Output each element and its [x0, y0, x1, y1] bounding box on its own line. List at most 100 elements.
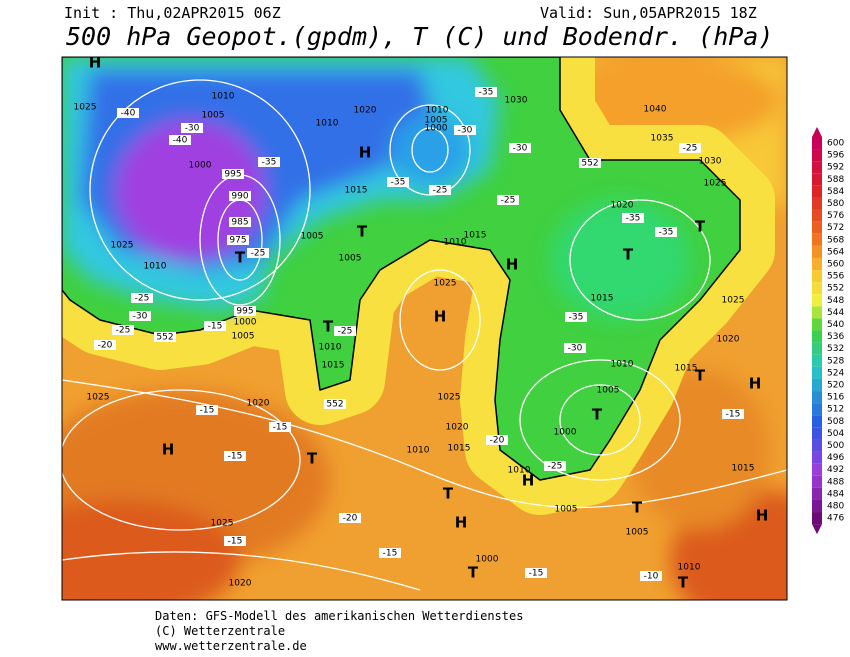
pressure-center: T	[592, 406, 603, 424]
temperature-label: -15	[228, 537, 243, 547]
temperature-label: -20	[343, 514, 358, 524]
isobar-label: 1010	[611, 360, 634, 370]
temperature-label: -35	[569, 313, 584, 323]
isobar-label: 1025	[87, 393, 110, 403]
colorbar-label: 492	[827, 465, 844, 475]
isobar-label: 1020	[354, 106, 377, 116]
colorbar-label: 580	[827, 199, 844, 209]
colorbar-label: 576	[827, 211, 844, 221]
colorbar-swatch	[812, 415, 822, 428]
label-box	[509, 143, 531, 153]
colorbar-label: 564	[827, 247, 844, 257]
pressure-center: T	[443, 485, 454, 503]
colorbar-swatch	[812, 221, 822, 234]
label-box	[379, 548, 401, 558]
label-box	[655, 227, 677, 237]
colorbar-swatch	[812, 354, 822, 367]
pressure-center: T	[623, 246, 634, 264]
label-box	[229, 217, 251, 227]
colorbar-label: 584	[827, 187, 844, 197]
label-box	[339, 513, 361, 523]
isobar-label: 1020	[229, 579, 252, 589]
temperature-label: -25	[548, 462, 563, 472]
temperature-label: -20	[98, 341, 113, 351]
colorbar-swatch	[812, 197, 822, 210]
label-box	[181, 123, 203, 133]
isobar-label: 1000	[554, 428, 577, 438]
temperature-label: 975	[229, 236, 246, 246]
colorbar-swatch	[812, 161, 822, 174]
pressure-center: T	[695, 367, 706, 385]
isobar-label: 1010	[407, 446, 430, 456]
colorbar-swatch	[812, 306, 822, 319]
temperature-label: 995	[224, 170, 241, 180]
label-box	[475, 87, 497, 97]
label-box	[227, 235, 249, 245]
colorbar-swatch	[812, 463, 822, 476]
temperature-label: -30	[458, 126, 473, 136]
isobar-label: 1015	[675, 364, 698, 374]
isobar-label: 1010	[444, 238, 467, 248]
label-box	[129, 311, 151, 321]
label-box	[564, 343, 586, 353]
footer-line: (C) Wetterzentrale	[155, 624, 285, 638]
isobar-label: 1000	[425, 124, 448, 134]
temperature-label: -15	[273, 423, 288, 433]
isobar-label: 1010	[508, 466, 531, 476]
label-box	[112, 325, 134, 335]
colorbar-label: 592	[827, 163, 844, 173]
isobar-label: 1015	[345, 186, 368, 196]
isobar-label: 1005	[597, 386, 620, 396]
temperature-label: 552	[326, 400, 343, 410]
temperature-label: -25	[251, 249, 266, 259]
colorbar-swatch	[812, 185, 822, 198]
isobar-label: 1000	[234, 318, 257, 328]
colorbar-swatch	[812, 475, 822, 488]
label-box	[429, 185, 451, 195]
temperature-label: -15	[200, 406, 215, 416]
colorbar-label: 548	[827, 296, 844, 306]
temperature-label: -30	[133, 312, 148, 322]
isobar-label: 1020	[247, 399, 270, 409]
pressure-center: H	[89, 54, 102, 72]
label-box	[117, 108, 139, 118]
colorbar-label: 520	[827, 381, 844, 391]
isobar-label: 1005	[425, 116, 448, 126]
colorbar-swatch	[812, 451, 822, 464]
isobar-label: 1000	[189, 161, 212, 171]
colorbar-swatch	[812, 366, 822, 379]
isobar-label: 1005	[339, 254, 362, 264]
colorbar-swatch	[812, 378, 822, 392]
colorbar-swatch	[812, 233, 822, 246]
label-box	[224, 451, 246, 461]
label-box	[334, 326, 356, 336]
isobar-label: 1025	[74, 103, 97, 113]
colorbar-swatch	[812, 245, 822, 258]
colorbar-swatch	[812, 487, 822, 500]
footer: Daten: GFS-Modell des amerikanischen Wet…	[155, 609, 523, 653]
label-box	[640, 571, 662, 581]
colorbar-label: 600	[827, 139, 844, 149]
label-box	[169, 135, 191, 145]
pressure-center: T	[468, 564, 479, 582]
colorbar-label: 512	[827, 405, 844, 415]
colorbar-swatch	[812, 173, 822, 186]
label-box	[679, 143, 701, 153]
temperature-label: -25	[501, 196, 516, 206]
label-box	[154, 332, 176, 342]
temperature-label: -15	[383, 549, 398, 559]
colorbar-label: 568	[827, 235, 844, 245]
colorbar-label: 496	[827, 453, 844, 463]
label-box	[454, 125, 476, 135]
temperature-label: -40	[121, 109, 136, 119]
temperature-label: -25	[135, 294, 150, 304]
pressure-center: H	[455, 514, 468, 532]
map-fields	[62, 57, 787, 600]
temperature-label: -15	[208, 322, 223, 332]
temperature-label: 995	[236, 307, 253, 317]
colorbar-swatch	[812, 257, 822, 271]
isobar-label: 1005	[301, 232, 324, 242]
colorbar-swatch	[812, 136, 822, 150]
colorbar-arrow-top	[812, 126, 822, 137]
isobar-label: 1005	[232, 332, 255, 342]
